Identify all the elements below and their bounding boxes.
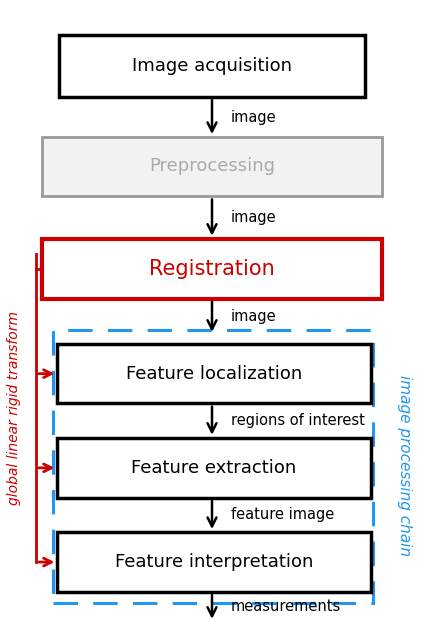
Text: Image acquisition: Image acquisition	[132, 57, 292, 75]
Text: Registration: Registration	[149, 259, 275, 279]
Text: global linear rigid transform: global linear rigid transform	[6, 311, 21, 505]
Text: Feature extraction: Feature extraction	[131, 459, 297, 477]
Text: Preprocessing: Preprocessing	[149, 158, 275, 175]
Bar	[57, 532, 371, 592]
Text: image processing chain: image processing chain	[397, 376, 413, 556]
Text: regions of interest: regions of interest	[231, 413, 365, 428]
Text: image: image	[231, 110, 277, 124]
Bar	[57, 344, 371, 403]
Bar	[53, 330, 373, 603]
Bar	[42, 239, 382, 299]
Bar	[57, 438, 371, 497]
Text: feature image: feature image	[231, 507, 335, 522]
Text: Feature localization: Feature localization	[126, 365, 302, 382]
Bar	[42, 137, 382, 196]
Text: measurements: measurements	[231, 600, 341, 614]
Text: Feature interpretation: Feature interpretation	[115, 553, 313, 571]
Text: image: image	[231, 310, 277, 324]
Bar	[59, 35, 365, 97]
Text: image: image	[231, 210, 277, 225]
